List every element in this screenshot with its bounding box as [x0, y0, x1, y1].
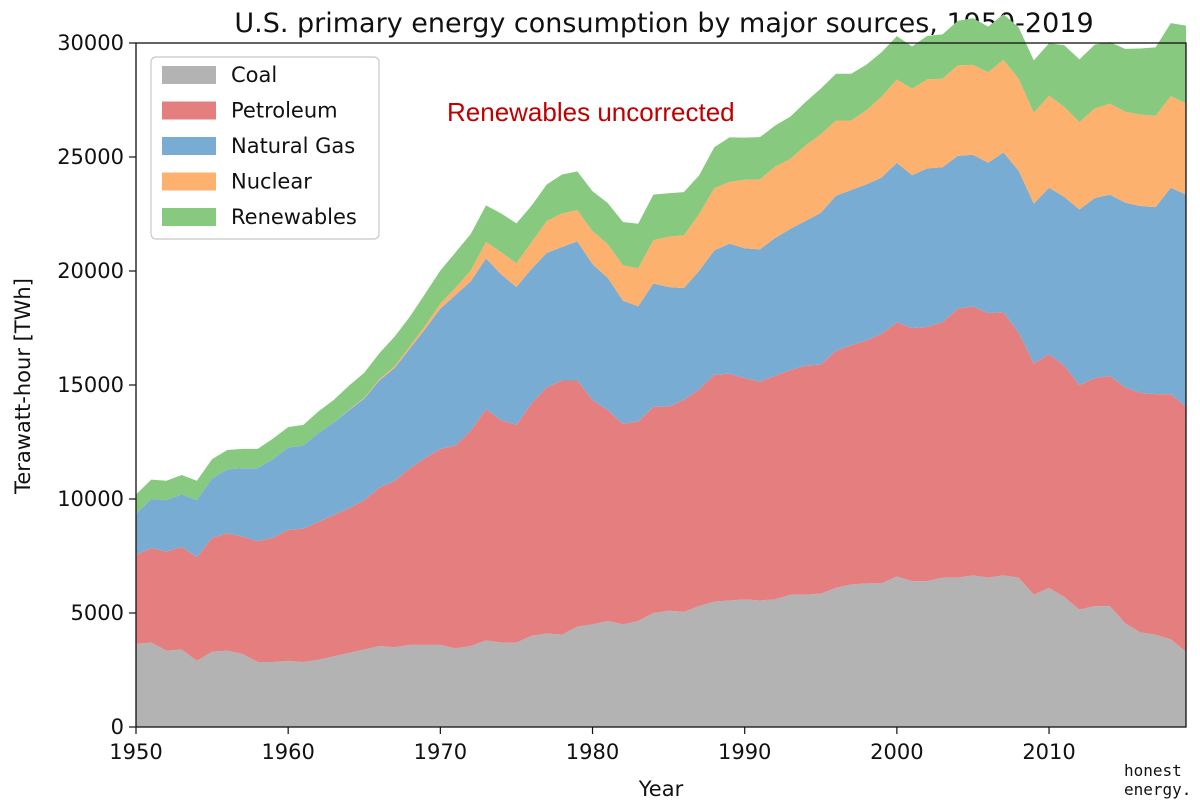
legend-swatch-renewables [162, 208, 216, 226]
x-tick-label-2010: 2010 [1022, 740, 1075, 764]
legend-label-petroleum: Petroleum [231, 99, 338, 123]
legend-swatch-petroleum [162, 101, 216, 120]
plot-frame [135, 42, 1187, 728]
area-renewables [136, 14, 1186, 514]
x-tick-label-1950: 1950 [109, 740, 162, 764]
y-tick-label-0: 0 [111, 715, 124, 739]
areas-layer [136, 14, 1186, 727]
area-natural-gas [136, 152, 1186, 558]
y-tick-label-30000: 30000 [57, 31, 124, 55]
y-tick-label-15000: 15000 [57, 373, 124, 397]
y-axis-title: Terawatt-hour [TWh] [11, 278, 35, 495]
legend-label-natural-gas: Natural Gas [231, 134, 355, 158]
legend-swatch-natural-gas [162, 137, 216, 155]
x-tick-label-1980: 1980 [566, 740, 619, 764]
y-tick-label-5000: 5000 [71, 601, 124, 625]
legend-items: Coal Petroleum Natural Gas Nuclear Renewable… [162, 63, 357, 229]
area-petroleum [136, 306, 1186, 663]
brand-logo-line-1: honest [1124, 761, 1182, 780]
y-tick-label-20000: 20000 [57, 259, 124, 283]
x-tick-label-1990: 1990 [718, 740, 771, 764]
brand-logo-line-2: energy. [1124, 780, 1191, 799]
legend-label-nuclear: Nuclear [231, 170, 312, 194]
y-tick-label-10000: 10000 [57, 487, 124, 511]
ticks-layer: 1950 1960 1970 1980 1990 2000 2010 0 5000 10000 15… [57, 31, 1076, 764]
x-tick-label-2000: 2000 [870, 740, 923, 764]
legend-swatch-nuclear [162, 172, 216, 191]
x-axis-title: Year [638, 777, 684, 801]
x-tick-label-1970: 1970 [414, 740, 467, 764]
y-tick-label-25000: 25000 [57, 145, 124, 169]
legend: Coal Petroleum Natural Gas Nuclear Renewable… [150, 56, 380, 240]
legend-label-renewables: Renewables [231, 205, 357, 229]
area-coal [136, 575, 1186, 727]
legend-label-coal: Coal [231, 63, 277, 87]
x-tick-label-1960: 1960 [261, 740, 314, 764]
renewables-uncorrected-annotation: Renewables uncorrected [447, 97, 735, 127]
legend-swatch-coal [162, 66, 216, 84]
